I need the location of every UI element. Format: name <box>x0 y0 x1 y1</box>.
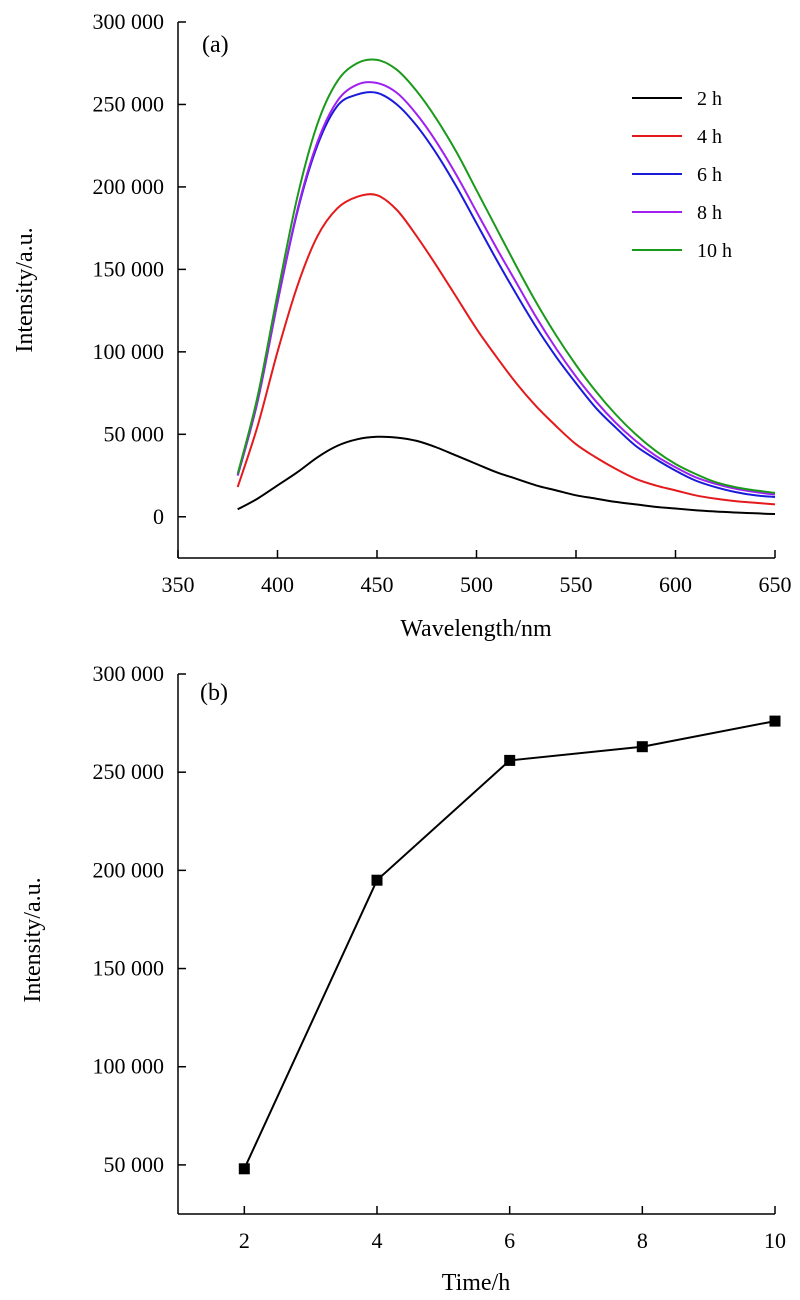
panel-a-legend: 2 h 4 h 6 h 8 h 10 h <box>632 88 732 262</box>
panel-b-data-point <box>636 741 648 753</box>
panel-a-series-group <box>236 58 776 515</box>
panel-b-data-point <box>238 1163 250 1175</box>
panel-a-series-line-6h <box>236 91 776 498</box>
panel-b-label: (b) <box>200 680 228 706</box>
panel-b-data-point <box>504 754 516 766</box>
panel-a-legend-label: 8 h <box>697 202 722 224</box>
panel-a-series-line-2h <box>237 435 776 515</box>
panel-a-x-tick-label: 650 <box>759 572 792 597</box>
panel-a-x-axis-title: Wavelength/nm <box>400 616 552 642</box>
panel-a-x-tick-label: 500 <box>460 572 493 597</box>
panel-a-series-line-8h <box>236 81 776 496</box>
panel-b-x-ticks: 2 4 6 8 10 <box>239 1206 786 1253</box>
panel-a-y-axis-title: Intensity/a.u. <box>12 227 38 352</box>
panel-a-legend-label: 4 h <box>697 126 722 148</box>
panel-a-y-tick-label: 250 000 <box>93 91 165 116</box>
panel-a-x-ticks: 350 400 450 500 550 600 650 <box>162 550 792 597</box>
panel-b-peak-intensity-chart: 50 000 100 000 150 000 200 000 250 000 300 00… <box>20 661 786 1296</box>
panel-b-y-tick-label: 250 000 <box>93 759 165 784</box>
panel-a-y-tick-label: 200 000 <box>93 174 165 199</box>
panel-a-series-line-10h <box>236 58 776 494</box>
panel-b-y-tick-label: 200 000 <box>93 857 165 882</box>
panel-a-x-tick-label: 400 <box>261 572 294 597</box>
panel-a-label: (a) <box>202 32 229 58</box>
panel-a-x-tick-label: 600 <box>659 572 692 597</box>
panel-b-y-ticks: 50 000 100 000 150 000 200 000 250 000 300 00… <box>93 661 186 1177</box>
panel-b-x-tick-label: 4 <box>372 1228 383 1253</box>
panel-a-x-tick-label: 350 <box>162 572 195 597</box>
panel-a-legend-label: 6 h <box>697 164 722 186</box>
panel-a-legend-label: 10 h <box>697 240 732 262</box>
panel-b-x-tick-label: 6 <box>504 1228 515 1253</box>
panel-b-x-tick-label: 10 <box>764 1228 786 1253</box>
panel-a-y-tick-label: 150 000 <box>93 256 165 281</box>
panel-a-x-tick-label: 550 <box>560 572 593 597</box>
panel-a-y-ticks: 0 50 000 100 000 150 000 200 000 250 000 300 0… <box>93 9 186 529</box>
panel-a-y-tick-label: 300 000 <box>93 9 165 34</box>
panel-b-y-axis-title: Intensity/a.u. <box>20 877 46 1002</box>
panel-a-y-tick-label: 0 <box>153 504 164 529</box>
panel-a-series-line-4h <box>236 193 776 506</box>
panel-b-y-tick-label: 50 000 <box>104 1152 165 1177</box>
panel-b-y-tick-label: 100 000 <box>93 1054 165 1079</box>
panel-b-y-tick-label: 150 000 <box>93 956 165 981</box>
panel-b-series-group <box>238 715 781 1175</box>
panel-b-y-tick-label: 300 000 <box>93 661 165 686</box>
panel-a-spectra-chart: 0 50 000 100 000 150 000 200 000 250 000 300 0… <box>12 9 792 642</box>
panel-b-data-point <box>769 715 781 727</box>
panel-a-y-tick-label: 50 000 <box>104 421 165 446</box>
panel-a-x-tick-label: 450 <box>361 572 394 597</box>
panel-b-data-point <box>371 874 383 886</box>
panel-b-x-axis-title: Time/h <box>442 1270 510 1296</box>
panel-b-series-line <box>243 720 776 1170</box>
panel-a-y-tick-label: 100 000 <box>93 339 165 364</box>
panel-b-x-tick-label: 8 <box>637 1228 648 1253</box>
panel-b-x-tick-label: 2 <box>239 1228 250 1253</box>
panel-a-legend-label: 2 h <box>697 88 722 110</box>
